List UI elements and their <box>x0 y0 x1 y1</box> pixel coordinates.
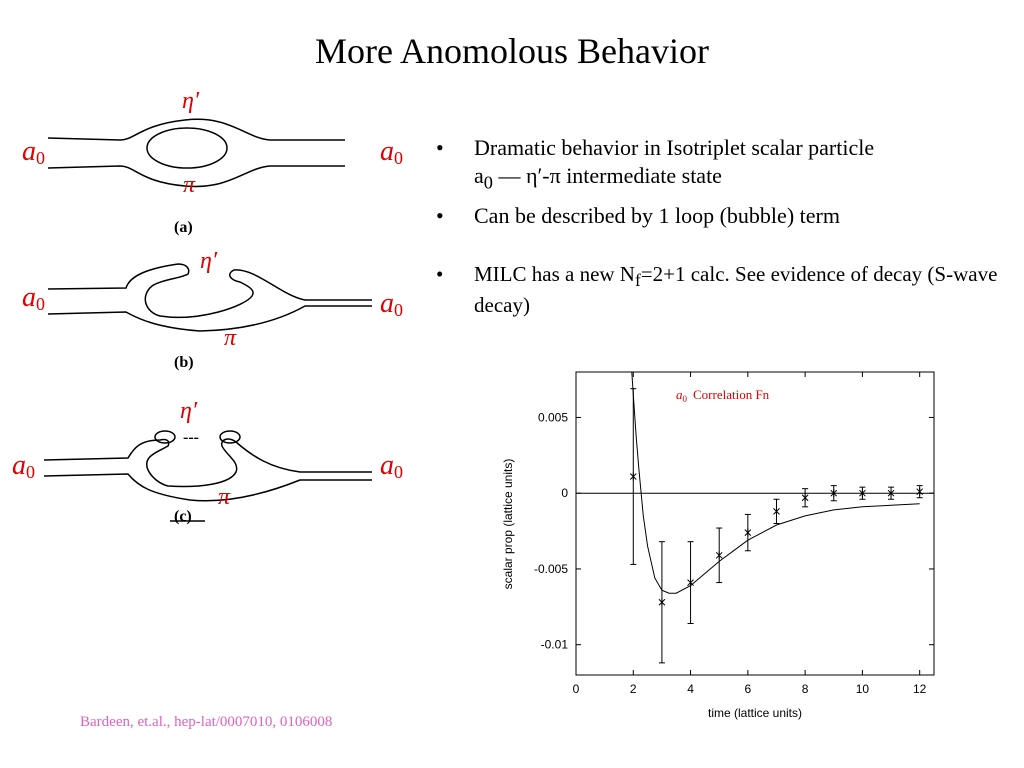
feynman-diagrams: a0 a0 η′ π (a) a0 a0 η′ π (b) a0 a0 η′ -… <box>12 88 403 525</box>
plot-frame <box>575 371 935 676</box>
bullet-dot: • <box>436 262 444 287</box>
label-b-eta: η′ <box>200 248 218 274</box>
bullet-item: • Dramatic behavior in Isotriplet scalar… <box>436 134 1016 194</box>
caption-c: (c) <box>174 508 192 525</box>
data-point <box>773 498 780 524</box>
x-tick-label: 4 <box>687 682 694 696</box>
data-point <box>916 485 924 499</box>
data-point <box>830 485 838 502</box>
data-point <box>887 486 895 500</box>
y-tick-label: 0.005 <box>538 410 568 424</box>
bullet-item: • Can be described by 1 loop (bubble) te… <box>436 202 1016 230</box>
label-c-eta: η′ <box>180 398 198 424</box>
x-tick-label: 12 <box>913 682 927 696</box>
bullet-dot: • <box>436 135 444 160</box>
label-b-left: a0 <box>22 282 45 314</box>
correlation-chart: 0 2 4 6 8 10 12 0.005 0 -0.005 -0.01 a0 Correlation… <box>501 371 935 720</box>
bullet-dot: • <box>436 202 444 228</box>
data-point <box>629 388 637 565</box>
bullet-list: • Dramatic behavior in Isotriplet scalar… <box>436 134 1016 319</box>
fit-curve <box>631 371 920 594</box>
label-a-eta: η′ <box>182 88 200 114</box>
label-c-right: a0 <box>380 450 403 482</box>
bullet-text: Dramatic behavior in Isotriplet scalar p… <box>474 135 875 160</box>
caption-b: (b) <box>174 354 194 371</box>
diagram-b <box>47 263 372 332</box>
caption-a: (a) <box>174 219 193 236</box>
data-point <box>658 541 666 664</box>
bullet-item: • MILC has a new Nf=2+1 calc. See eviden… <box>436 261 1016 318</box>
bullet-text-sub: f <box>634 270 641 291</box>
slide-title: More Anomolous Behavior <box>315 31 709 71</box>
label-b-right: a0 <box>380 288 403 320</box>
y-tick-label: -0.005 <box>534 562 568 576</box>
y-tick-label: -0.01 <box>541 638 569 652</box>
data-point <box>687 541 694 624</box>
bullet-text: Can be described by 1 loop (bubble) term <box>474 202 840 228</box>
data-point <box>715 527 723 584</box>
bullet-text-post: =2+1 calc. See evidence of decay (S-wave… <box>474 262 998 318</box>
bullet-text-rest: — η′-π intermediate state <box>492 162 722 188</box>
bullet-text-a-sub: 0 <box>483 171 493 192</box>
label-a-left: a0 <box>22 136 45 168</box>
bullet-text-a: a <box>474 162 484 188</box>
loop-dots: --- <box>183 429 199 446</box>
label-b-pi: π <box>224 325 237 351</box>
data-point <box>801 488 809 508</box>
x-axis-label: time (lattice units) <box>708 706 802 720</box>
data-point <box>859 486 866 500</box>
x-tick-label: 2 <box>630 682 637 696</box>
bullet-text: MILC has a new N <box>474 262 635 287</box>
chart-annotation: a0 Correlation Fn <box>676 387 770 404</box>
x-tick-label: 0 <box>573 682 580 696</box>
y-axis-label: scalar prop (lattice units) <box>501 459 515 590</box>
x-tick-label: 10 <box>856 682 870 696</box>
y-tick-label: 0 <box>561 486 568 500</box>
diagram-a <box>47 118 345 188</box>
diagram-c <box>43 430 372 502</box>
label-a-pi: π <box>183 172 196 198</box>
x-tick-label: 8 <box>802 682 809 696</box>
label-a-right: a0 <box>380 136 403 168</box>
x-tick-label: 6 <box>744 682 751 696</box>
label-c-pi: π <box>218 484 231 510</box>
citation: Bardeen, et.al., hep-lat/0007010, 010600… <box>80 714 333 730</box>
label-c-left: a0 <box>12 450 35 482</box>
data-point <box>744 513 752 552</box>
